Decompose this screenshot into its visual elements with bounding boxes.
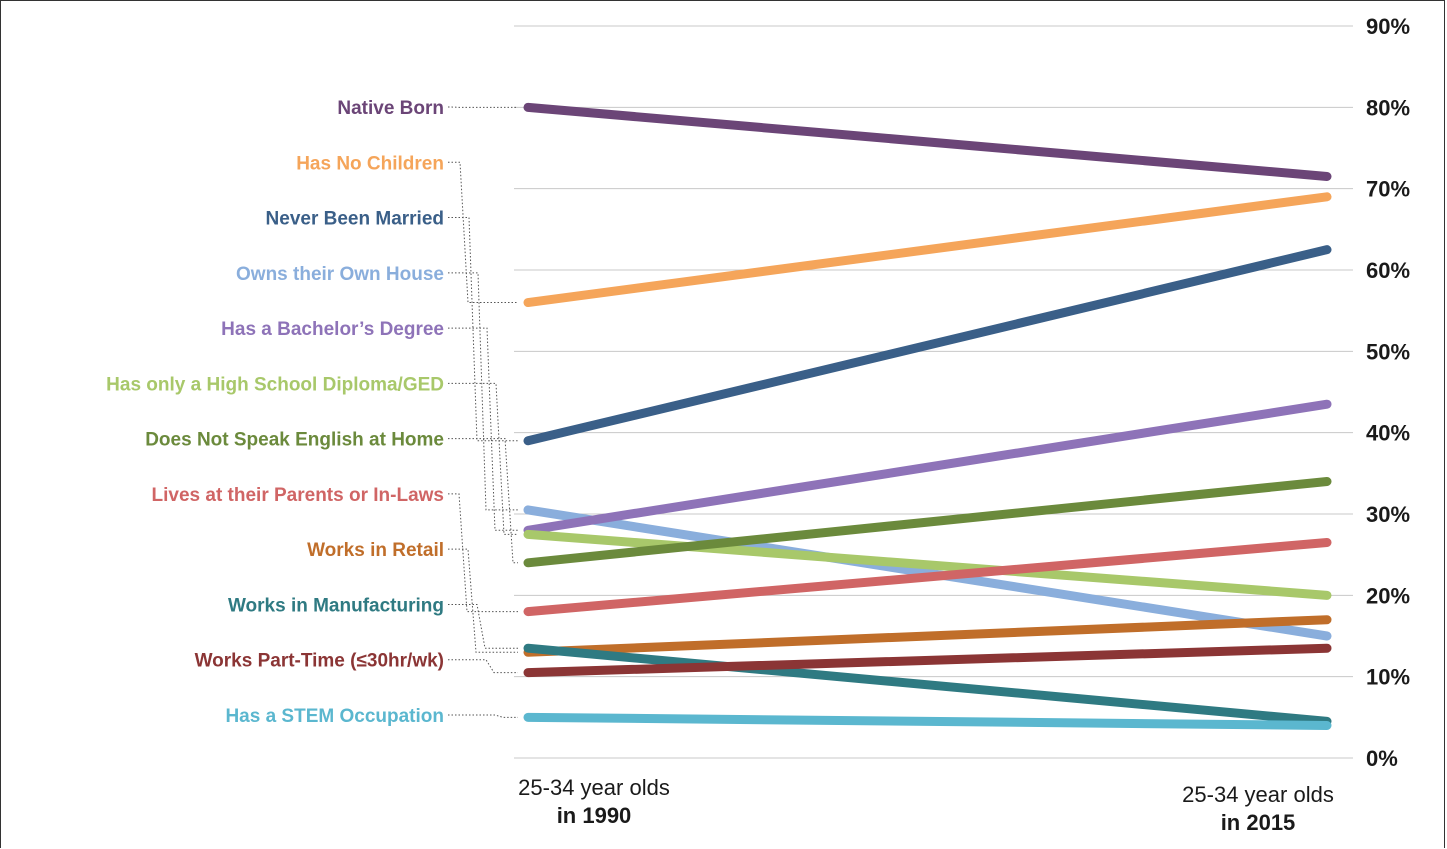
- series-line: [528, 107, 1327, 176]
- series-line: [528, 197, 1327, 303]
- y-tick-label: 10%: [1366, 665, 1410, 690]
- series-line: [528, 717, 1327, 725]
- leader-line: [448, 383, 518, 534]
- y-tick-label: 70%: [1366, 177, 1410, 202]
- y-tick-label: 30%: [1366, 502, 1410, 527]
- leader-line: [448, 439, 518, 563]
- series-line: [528, 534, 1327, 595]
- series-label: Has a STEM Occupation: [225, 706, 444, 727]
- series-label: Works in Manufacturing: [228, 595, 444, 616]
- leader-line: [448, 162, 518, 302]
- x-axis-label: 25-34 year olds: [1182, 782, 1334, 807]
- series-label: Has No Children: [296, 153, 444, 174]
- series-label: Works in Retail: [307, 540, 444, 561]
- y-tick-label: 0%: [1366, 746, 1398, 771]
- series-label: Never Been Married: [266, 209, 444, 230]
- series-label: Owns their Own House: [236, 264, 444, 285]
- leader-line: [448, 715, 518, 717]
- y-tick-label: 20%: [1366, 583, 1410, 608]
- x-axis-label-year: in 2015: [1221, 810, 1296, 835]
- y-tick-label: 60%: [1366, 258, 1410, 283]
- x-axis-label: 25-34 year olds: [518, 775, 670, 800]
- leader-line: [448, 660, 518, 673]
- series-label: Has only a High School Diploma/GED: [106, 374, 444, 395]
- y-tick-label: 50%: [1366, 339, 1410, 364]
- y-tick-label: 90%: [1366, 14, 1410, 39]
- x-axis-label-year: in 1990: [557, 803, 632, 828]
- series-label: Works Part-Time (≤30hr/wk): [195, 651, 444, 672]
- leader-line: [448, 604, 518, 648]
- y-tick-label: 80%: [1366, 95, 1410, 120]
- leader-line: [448, 549, 518, 652]
- y-tick-label: 40%: [1366, 421, 1410, 446]
- series-line: [528, 250, 1327, 441]
- leader-line: [448, 273, 518, 510]
- series-label: Does Not Speak English at Home: [145, 430, 444, 451]
- series-line: [528, 404, 1327, 530]
- series-label: Lives at their Parents or In-Laws: [152, 485, 444, 506]
- leader-line: [448, 494, 518, 612]
- series-label: Native Born: [337, 98, 444, 119]
- series-label: Has a Bachelor’s Degree: [221, 319, 444, 340]
